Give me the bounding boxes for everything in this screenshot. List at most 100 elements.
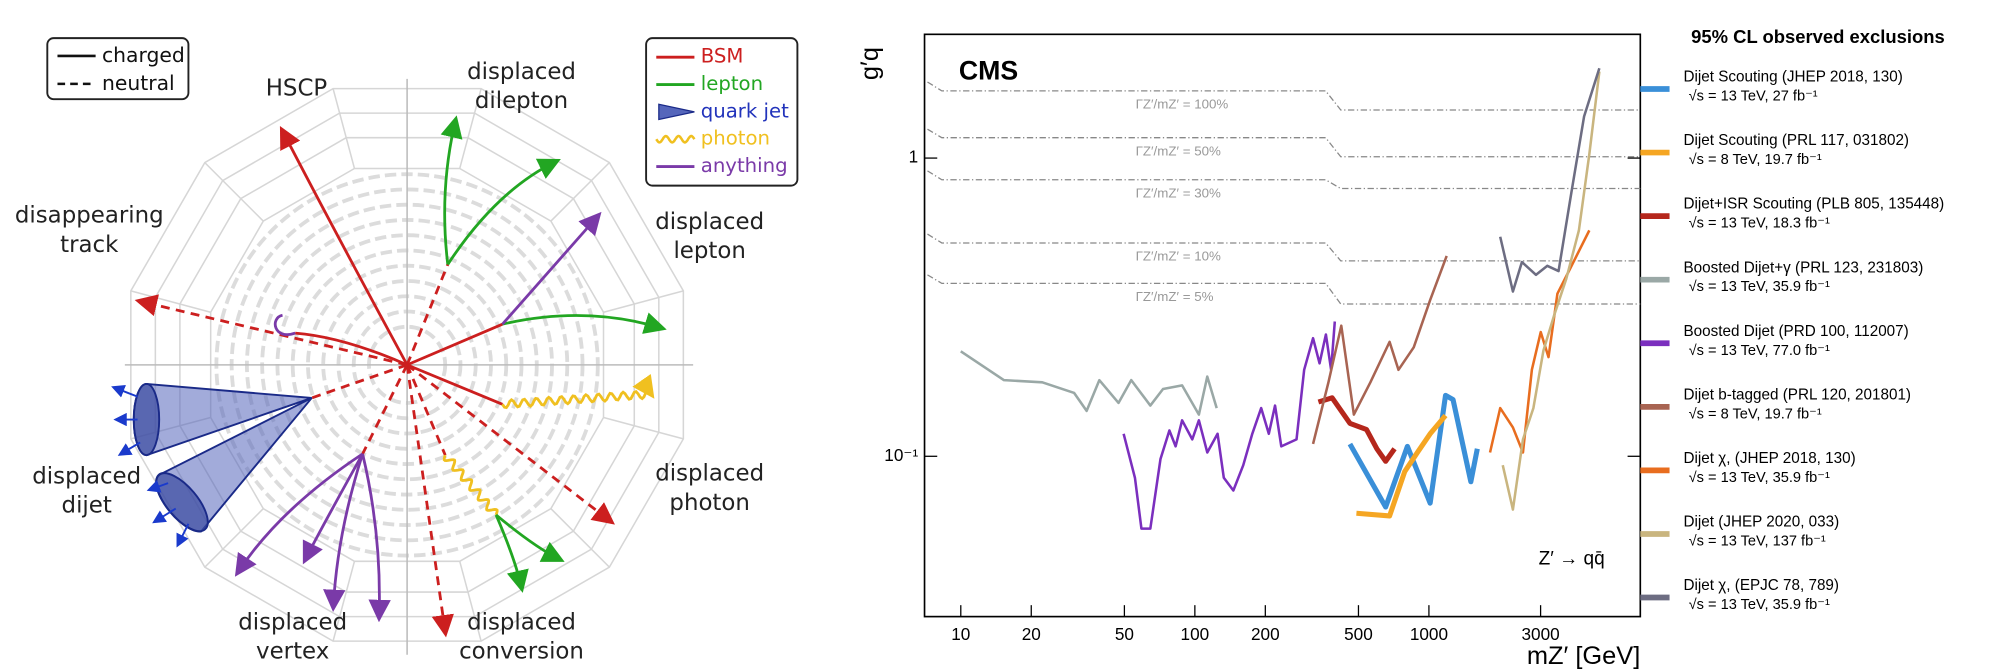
detector-spoke xyxy=(603,290,684,313)
jet-particle xyxy=(152,507,177,524)
detector-ring xyxy=(209,167,605,563)
jet-particle xyxy=(111,384,138,398)
x-tick-label: 200 xyxy=(1251,624,1280,644)
contour-label: ΓZ′/mZ′ = 5% xyxy=(1136,289,1214,304)
process-label: lepton xyxy=(673,238,745,264)
track xyxy=(406,363,615,525)
legend-label: Dijet Scouting (JHEP 2018, 130) xyxy=(1684,69,1903,86)
exclusion-line xyxy=(1488,229,1591,454)
width-contour xyxy=(927,233,1641,262)
process-label: disappearing xyxy=(15,203,164,229)
contour-label: ΓZ′/mZ′ = 50% xyxy=(1136,143,1221,158)
jet-particle xyxy=(117,441,141,456)
detector-spoke xyxy=(459,561,482,642)
x-tick-label: 100 xyxy=(1181,624,1210,644)
track xyxy=(446,158,561,266)
width-contour xyxy=(927,274,1641,305)
legend-label: Boosted Dijet (PRD 100, 112007) xyxy=(1684,323,1909,340)
photon xyxy=(442,454,499,516)
legend-label: Dijet χ, (JHEP 2018, 130) xyxy=(1684,450,1856,467)
detector-spoke xyxy=(603,416,684,440)
exclusion-line xyxy=(1317,395,1397,464)
contour-label: ΓZ′/mZ′ = 30% xyxy=(1136,185,1221,200)
exclusion-line xyxy=(1122,321,1337,530)
track xyxy=(234,452,364,577)
track xyxy=(405,364,447,456)
width-contour xyxy=(927,170,1641,190)
track xyxy=(361,364,409,455)
x-tick-label: 500 xyxy=(1344,624,1373,644)
process-label: track xyxy=(60,232,119,258)
exclusion-line xyxy=(1311,255,1448,445)
annotation: Z′ → qq̄ xyxy=(1539,548,1605,569)
process-label: conversion xyxy=(459,639,584,665)
process-label: dijet xyxy=(62,492,112,518)
legend-detail: √s = 13 TeV, 137 fb⁻¹ xyxy=(1689,533,1826,549)
x-tick-label: 20 xyxy=(1022,624,1041,644)
detector-spoke xyxy=(204,508,264,568)
annotation: CMS xyxy=(959,56,1018,86)
legend-detail: √s = 13 TeV, 35.9 fb⁻¹ xyxy=(1689,597,1830,613)
track xyxy=(406,363,503,406)
track xyxy=(295,331,408,367)
legend-label: quark jet xyxy=(701,99,789,122)
track xyxy=(311,363,408,400)
process-label: vertex xyxy=(256,639,329,665)
legend-label: neutral xyxy=(102,71,175,95)
track xyxy=(273,313,296,337)
y-axis-label: g′q xyxy=(856,47,884,80)
legend-detail: √s = 8 TeV, 19.7 fb⁻¹ xyxy=(1689,152,1822,168)
process-label: photon xyxy=(669,490,749,516)
detector-spoke xyxy=(204,162,264,222)
legend-label: Dijet Scouting (PRL 117, 031802) xyxy=(1684,132,1910,149)
legend-label: Dijet χ, (EPJC 78, 789) xyxy=(1684,577,1839,594)
exclusion-line xyxy=(1347,392,1480,510)
legend-detail: √s = 8 TeV, 19.7 fb⁻¹ xyxy=(1689,406,1822,422)
exclusion-line xyxy=(1501,71,1601,511)
legend-box xyxy=(645,37,799,187)
detector-spoke xyxy=(550,162,610,222)
process-label: displaced xyxy=(238,609,347,635)
exclusion-line xyxy=(960,350,1218,416)
legend-detail: √s = 13 TeV, 77.0 fb⁻¹ xyxy=(1689,343,1830,359)
track xyxy=(440,115,463,265)
track xyxy=(494,514,529,593)
legend-label: lepton xyxy=(701,72,763,95)
diagram: charged neutral BSM lepton quark jet photon an… xyxy=(15,37,799,665)
process-label: displaced xyxy=(467,609,576,635)
exclusion-line xyxy=(1356,413,1448,519)
process-label: displaced xyxy=(655,461,764,487)
x-axis-label: mZ′ [GeV] xyxy=(1527,642,1640,670)
track xyxy=(302,453,364,565)
track xyxy=(361,453,391,623)
y-tick-label: 1 xyxy=(909,147,919,167)
plot-frame xyxy=(923,33,1642,618)
legend-cone xyxy=(658,103,695,121)
contour-label: ΓZ′/mZ′ = 10% xyxy=(1136,249,1221,264)
track xyxy=(406,322,503,367)
jet-particle xyxy=(146,479,169,493)
legend-label: photon xyxy=(701,127,770,150)
legend-label: Dijet b-tagged (PRL 120, 201801) xyxy=(1684,386,1911,403)
track xyxy=(279,125,409,366)
legend-label: BSM xyxy=(701,45,744,68)
track xyxy=(495,513,565,562)
x-tick-label: 3000 xyxy=(1522,624,1560,644)
jet-particle xyxy=(176,523,190,548)
x-tick-label: 10 xyxy=(951,624,970,644)
track xyxy=(502,312,667,334)
legend-label: charged xyxy=(102,43,185,67)
process-label: displaced xyxy=(32,463,141,489)
process-label: displaced xyxy=(467,59,576,85)
width-contour xyxy=(927,128,1641,158)
legend-box xyxy=(46,37,190,101)
process-label: HSCP xyxy=(266,75,328,101)
exclusion-line xyxy=(1498,67,1601,293)
track xyxy=(501,211,602,326)
width-contour xyxy=(927,81,1641,111)
detector-spoke xyxy=(550,508,610,568)
track xyxy=(323,453,364,613)
y-tick-label: 10⁻¹ xyxy=(884,445,918,465)
